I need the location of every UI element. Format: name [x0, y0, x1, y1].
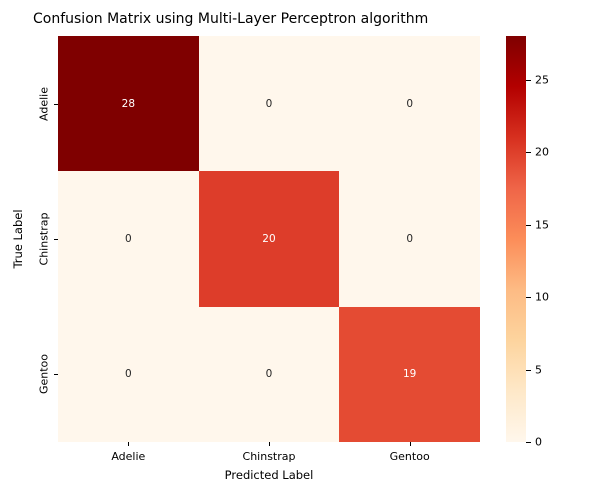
y-axis-label: True Label: [11, 209, 25, 269]
colorbar-tick-mark: [526, 442, 531, 443]
y-tick-mark: [54, 103, 58, 105]
colorbar-tick-mark: [526, 369, 531, 371]
cell-value: 0: [124, 232, 132, 245]
cell-value: 0: [265, 97, 273, 110]
chart-title: Confusion Matrix using Multi-Layer Perce…: [33, 11, 429, 27]
x-tick-mark: [409, 442, 411, 446]
colorbar: [506, 36, 526, 442]
heatmap-cell: 28: [58, 36, 199, 172]
colorbar-tick-label: 25: [535, 73, 549, 86]
colorbar-tick-label: 20: [535, 145, 549, 159]
y-tick-mark: [54, 239, 58, 240]
x-tick-label: Adelie: [111, 450, 146, 463]
heatmap-cell: 0: [58, 171, 199, 307]
cell-value: 0: [406, 232, 413, 245]
x-axis-label: Predicted Label: [224, 468, 314, 482]
y-tick-label: Chinstrap: [37, 212, 51, 266]
heatmap-cell: 0: [339, 171, 480, 307]
colorbar-tick-label: 0: [535, 435, 542, 449]
x-tick-mark: [269, 442, 270, 446]
colorbar-tick-label: 15: [535, 218, 549, 231]
heatmap-grid: 28 0 0 0 20 0 0 0 19: [58, 36, 480, 442]
heatmap-cell: 0: [198, 36, 340, 172]
colorbar-tick-mark: [526, 297, 531, 298]
cell-value: 19: [402, 368, 417, 381]
heatmap-cell: 0: [198, 306, 340, 442]
heatmap-cell: 0: [339, 36, 480, 172]
colorbar-tick-label: 10: [535, 290, 549, 304]
y-tick-label: Adelie: [37, 86, 51, 121]
x-tick-label: Gentoo: [389, 450, 430, 463]
x-tick-label: Chinstrap: [242, 450, 296, 463]
cell-value: 0: [265, 368, 273, 381]
heatmap-cell: 0: [58, 306, 199, 442]
cell-value: 28: [121, 97, 136, 110]
cell-value: 0: [124, 368, 132, 381]
colorbar-tick-mark: [526, 224, 531, 226]
cell-value: 0: [406, 97, 413, 110]
colorbar-tick-mark: [526, 79, 531, 81]
cell-value: 20: [262, 232, 276, 245]
colorbar-tick-mark: [526, 152, 531, 153]
y-tick-label: Gentoo: [37, 354, 51, 395]
x-tick-mark: [128, 442, 130, 446]
heatmap-cell: 20: [198, 171, 340, 307]
heatmap-cell: 19: [339, 306, 480, 442]
y-tick-mark: [54, 374, 58, 376]
colorbar-tick-label: 5: [535, 363, 542, 376]
